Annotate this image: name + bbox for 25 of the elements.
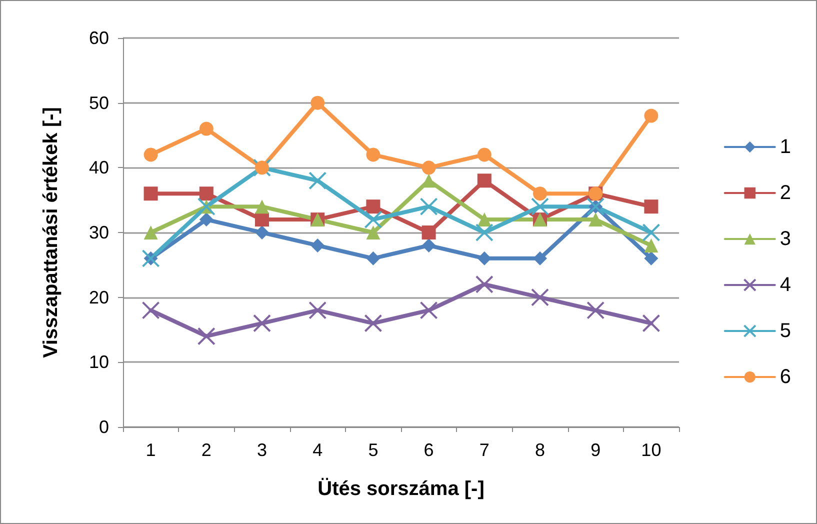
legend-label: 1: [780, 136, 791, 158]
x-tick-label: 9: [590, 440, 601, 460]
x-tick-label: 4: [312, 440, 323, 460]
x-tick-label: 5: [368, 440, 378, 460]
y-tick-label: 10: [88, 352, 109, 372]
y-tick-label: 20: [88, 287, 109, 308]
x-axis-title: Ütés sorszáma [-]: [318, 477, 484, 500]
x-tick-label: 7: [479, 440, 490, 460]
legend-label: 4: [780, 274, 791, 296]
y-tick-label: 30: [88, 222, 109, 242]
legend-label: 6: [780, 366, 791, 388]
y-tick-label: 0: [98, 417, 109, 437]
legend-label: 2: [780, 182, 791, 204]
x-tick-label: 2: [201, 440, 212, 460]
x-tick-label: 6: [424, 440, 434, 460]
legend-label: 5: [780, 320, 791, 342]
y-tick-label: 50: [88, 92, 109, 113]
x-tick-label: 1: [146, 440, 156, 460]
x-tick-label: 8: [534, 440, 546, 460]
y-tick-label: 40: [88, 158, 109, 178]
y-tick-label: 60: [88, 28, 109, 48]
y-axis-title: Visszapattanási értékek [-]: [40, 107, 62, 358]
x-tick-label: 3: [256, 440, 268, 460]
legend-label: 3: [780, 228, 791, 250]
x-tick-label: 10: [641, 440, 662, 460]
